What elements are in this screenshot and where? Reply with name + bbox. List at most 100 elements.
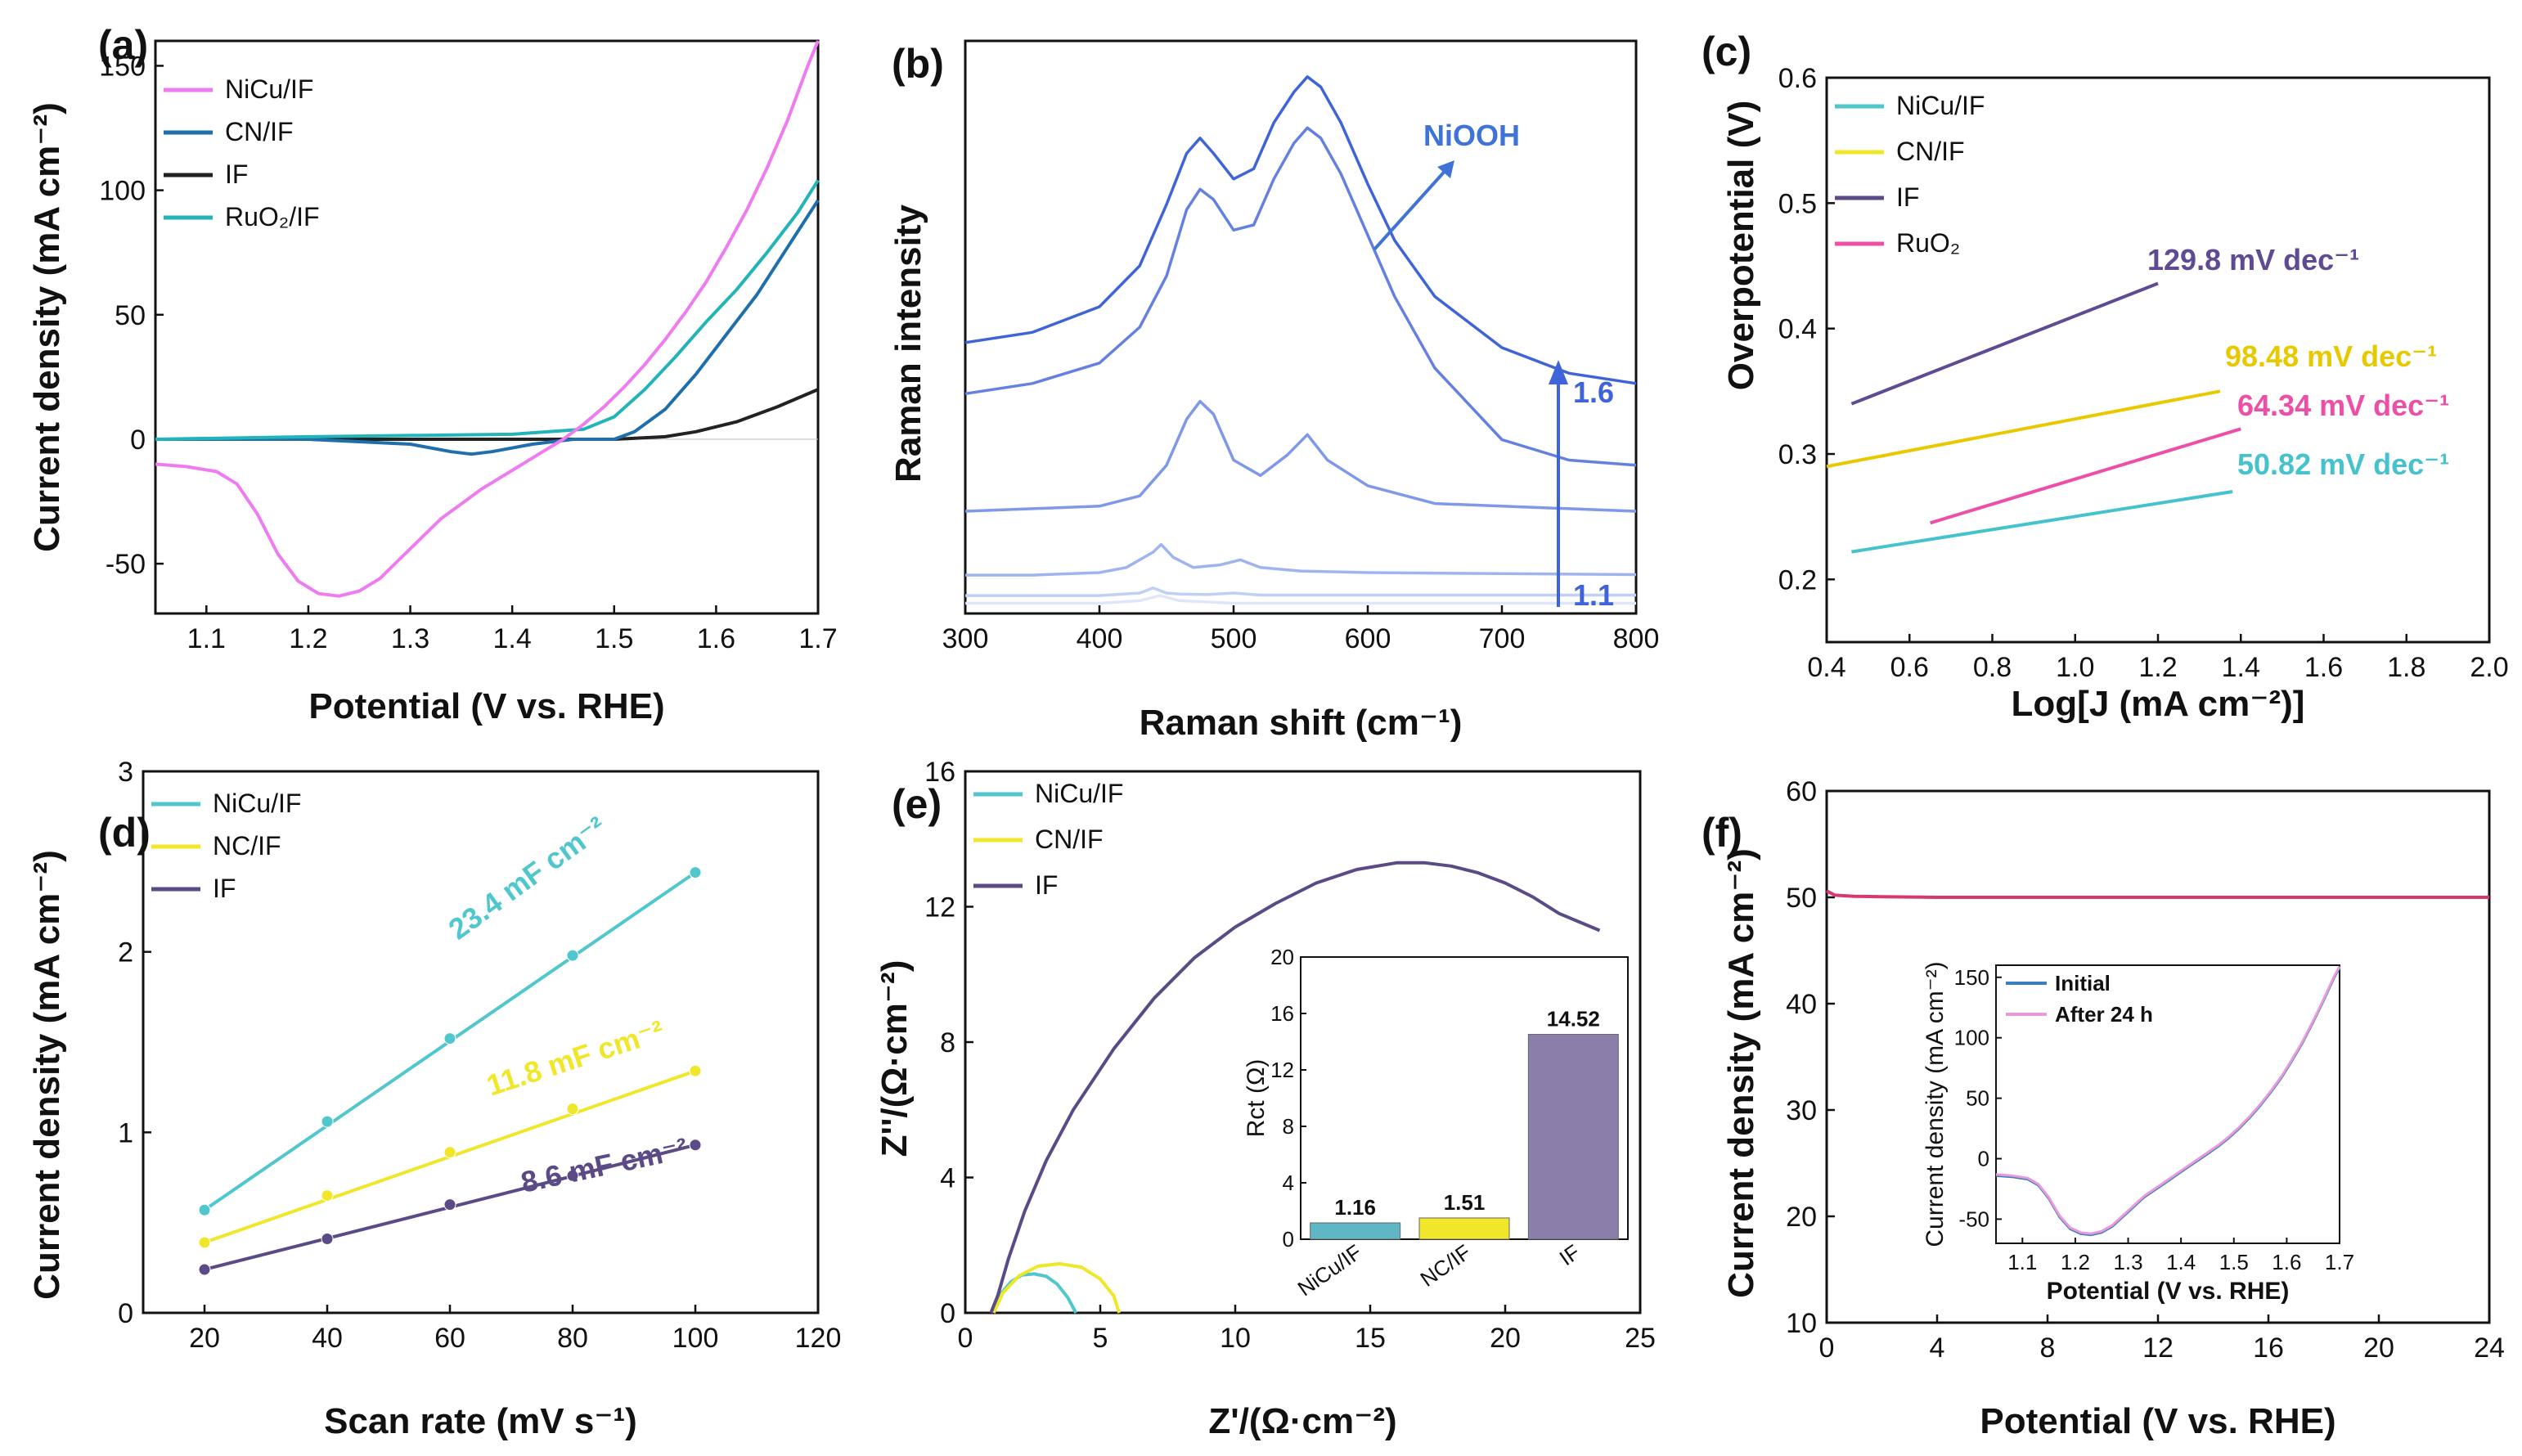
plot-area-b [964,39,1638,615]
raman-spectrum [964,399,1637,513]
inset-y-label: Rct (Ω) [1243,1059,1270,1138]
data-point [321,1233,334,1246]
x-tick-label: 20 [2363,1332,2394,1364]
inset-x-tick-label: 1.5 [2219,1250,2249,1274]
legend-label: NiCu/IF [213,789,301,818]
inset-y-tick-label: 50 [1966,1086,1989,1111]
rct-bar [1418,1217,1510,1240]
data-point [689,1139,702,1152]
data-point [566,949,579,962]
x-tick-label: 1.4 [493,623,532,654]
plot-area-a [154,39,820,615]
y-axis-label: Z''/(Ω·cm⁻²) [874,960,915,1157]
x-tick-label: 1.6 [697,623,735,654]
x-tick-label: 0 [958,1323,973,1354]
inset-x-tick-label: 1.7 [2325,1250,2354,1274]
y-tick-label: 10 [1786,1308,1817,1339]
data-point [443,1198,456,1211]
nioh-arrow [1373,166,1450,251]
y-tick-label: 100 [99,176,146,207]
inset-y-tick-label: 4 [1283,1171,1294,1195]
y-tick-label: 0 [130,425,146,456]
rct-category-label: IF [1555,1239,1585,1270]
y-tick-label: 50 [1786,883,1817,914]
x-tick-label: 0.4 [1807,652,1845,683]
y-tick-label: 8 [940,1027,955,1058]
potential-arrow-head [1549,360,1568,384]
x-tick-label: 500 [1211,623,1257,654]
arrow-low-label: 1.1 [1573,578,1614,612]
rct-value-label: 14.52 [1547,1007,1600,1031]
y-axis-label: Current density (mA cm⁻²) [1721,848,1761,1298]
x-axis-label: Potential (V vs. RHE) [308,686,664,726]
panel-label: (a) [98,22,148,68]
legend-label: NiCu/IF [225,74,313,104]
nyquist-curve [991,1262,1122,1314]
inset-y-label: Current density (mA cm⁻²) [1922,961,1949,1247]
x-tick-label: 60 [434,1323,465,1354]
rct-category-label: NC/IF [1416,1239,1476,1292]
panel-label: (f) [1702,810,1742,856]
y-tick-label: 30 [1786,1095,1817,1126]
y-axis-label: Overpotential (V) [1721,101,1761,391]
x-tick-label: 0 [1819,1332,1835,1364]
inset-x-tick-label: 1.6 [2272,1250,2301,1274]
inset-y-tick-label: 12 [1270,1058,1294,1082]
rct-category-label: NiCu/IF [1293,1239,1366,1301]
y-tick-label: 40 [1786,989,1817,1020]
tafel-slope-label: 64.34 mV dec⁻¹ [2237,389,2449,422]
x-tick-label: 600 [1345,623,1391,654]
x-tick-label: 16 [2253,1332,2284,1364]
raman-spectrum [964,126,1637,467]
x-tick-label: 0.6 [1890,652,1929,683]
x-tick-label: 800 [1613,623,1660,654]
x-axis-label: Z'/(Ω·cm⁻²) [1208,1401,1396,1441]
inset-y-tick-label: 150 [1954,965,1989,990]
x-tick-label: 1.3 [391,623,429,654]
y-tick-label: 16 [924,757,955,788]
y-axis-label: Current density (mA cm⁻²) [27,850,67,1300]
panel-label: (c) [1702,29,1751,74]
x-axis-label: Raman shift (cm⁻¹) [1140,703,1463,743]
data-point [198,1263,211,1276]
raman-spectrum [965,586,1636,597]
data-point [321,1189,334,1202]
inset-y-tick-label: 0 [1283,1227,1294,1252]
legend-label: IF [1035,870,1058,900]
y-tick-label: 4 [940,1163,955,1194]
legend-label: IF [213,874,236,903]
series-line [155,199,820,456]
inset-y-tick-label: 8 [1283,1114,1294,1139]
y-tick-label: 0 [118,1298,133,1329]
x-tick-label: 8 [2040,1332,2056,1364]
x-tick-label: 120 [795,1323,842,1354]
y-tick-label: 0.3 [1778,439,1817,470]
y-tick-label: 1 [118,1117,133,1148]
nioh-arrow-head [1437,160,1454,178]
y-tick-label: 12 [924,892,955,923]
data-point [198,1203,211,1216]
x-tick-label: 300 [942,623,989,654]
data-point [443,1032,456,1045]
inset-y-tick-label: 0 [1978,1147,1989,1171]
x-tick-label: 24 [2474,1332,2505,1364]
x-tick-label: 20 [189,1323,220,1354]
legend-label: NC/IF [213,831,281,861]
legend-label: CN/IF [225,117,294,146]
data-point [566,1103,579,1116]
cdl-label: 8.6 mF cm⁻² [518,1131,690,1199]
rct-bar [1527,1034,1619,1240]
x-tick-label: 20 [1490,1323,1521,1354]
data-point [198,1236,211,1249]
x-tick-label: 12 [2142,1332,2174,1364]
tafel-slope-label: 129.8 mV dec⁻¹ [2147,243,2359,276]
x-tick-label: 40 [312,1323,343,1354]
nyquist-curve [991,1272,1078,1314]
x-tick-label: 4 [1930,1332,1945,1364]
y-tick-label: 20 [1786,1202,1817,1233]
inset-x-tick-label: 1.4 [2166,1250,2196,1274]
series-line [155,388,819,441]
inset-frame [1995,964,2340,1244]
rct-value-label: 1.16 [1334,1195,1376,1220]
